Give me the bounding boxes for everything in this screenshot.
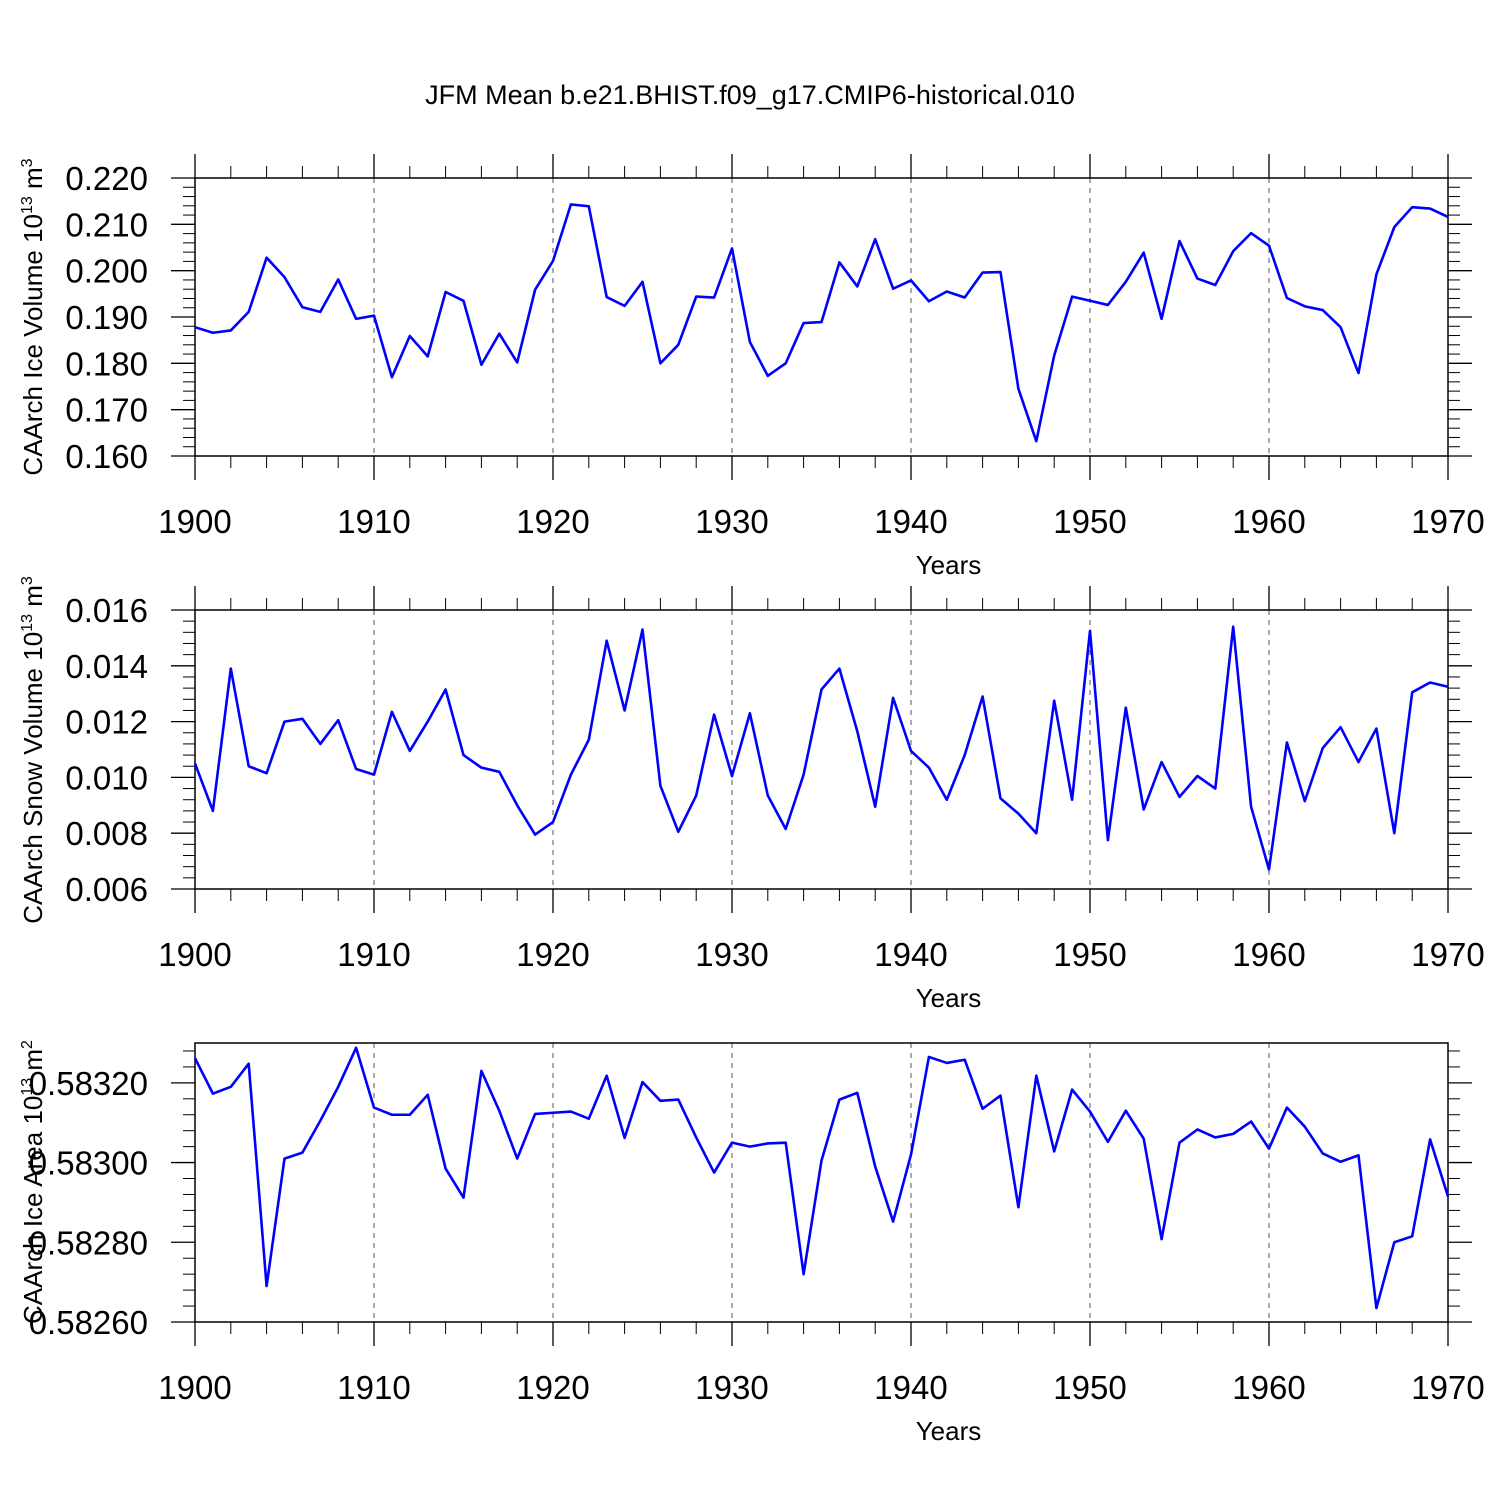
x-tick-label: 1930 xyxy=(695,936,768,973)
y-tick-label: 0.58260 xyxy=(29,1304,148,1341)
y-tick-label: 0.58280 xyxy=(29,1224,148,1261)
y-tick-label: 0.58320 xyxy=(29,1065,148,1102)
x-tick-label: 1930 xyxy=(695,503,768,540)
x-tick-label: 1900 xyxy=(158,936,231,973)
x-tick-label: 1930 xyxy=(695,1369,768,1406)
y-tick-label: 0.008 xyxy=(65,815,148,852)
x-tick-label: 1900 xyxy=(158,1369,231,1406)
y-tick-label: 0.180 xyxy=(65,345,148,382)
y-tick-label: 0.010 xyxy=(65,759,148,796)
x-tick-label: 1910 xyxy=(337,936,410,973)
x-axis-label: Years xyxy=(916,983,982,1013)
panel-3: 1900 1910 1920 1930 1940 1950 1960 1970 Years 0.5… xyxy=(18,1040,1485,1446)
y-tick-label: 0.58300 xyxy=(29,1145,148,1182)
series-line xyxy=(193,625,1449,871)
y-tick-label: 0.014 xyxy=(65,648,148,685)
x-tick-label: 1900 xyxy=(158,503,231,540)
x-tick-label: 1940 xyxy=(874,503,947,540)
x-axis-label: Years xyxy=(916,550,982,580)
series-line xyxy=(193,1046,1450,1310)
x-tick-label: 1920 xyxy=(516,503,589,540)
y-tick-label: 0.190 xyxy=(65,299,148,336)
panels: 1900 1910 1920 1930 1940 1950 1960 1970 Years 0.1… xyxy=(18,154,1485,1446)
plot-frame xyxy=(194,1042,1449,1323)
x-axis-label: Years xyxy=(916,1416,982,1446)
x-tick-label: 1950 xyxy=(1053,503,1126,540)
y-tick-label: 0.012 xyxy=(65,704,148,741)
x-tick-label: 1950 xyxy=(1053,936,1126,973)
x-tick-label: 1970 xyxy=(1411,1369,1484,1406)
y-tick-label: 0.006 xyxy=(65,871,148,908)
y-axis-label: CAArch Ice Area 1013 m2 xyxy=(18,1040,48,1324)
y-tick-label: 0.200 xyxy=(65,253,148,290)
panel-2: 1900 1910 1920 1930 1940 1950 1960 1970 Years 0.0… xyxy=(18,576,1485,1013)
x-tick-label: 1950 xyxy=(1053,1369,1126,1406)
y-tick-label: 0.160 xyxy=(65,438,148,475)
x-tick-label: 1940 xyxy=(874,936,947,973)
x-tick-label: 1940 xyxy=(874,1369,947,1406)
series-line xyxy=(194,203,1449,443)
x-tick-label: 1910 xyxy=(337,503,410,540)
y-tick-label: 0.210 xyxy=(65,206,148,243)
x-tick-label: 1960 xyxy=(1232,1369,1305,1406)
y-tick-label: 0.220 xyxy=(65,160,148,197)
x-tick-label: 1920 xyxy=(516,936,589,973)
x-tick-label: 1920 xyxy=(516,1369,589,1406)
panel-1: 1900 1910 1920 1930 1940 1950 1960 1970 Years 0.1… xyxy=(18,154,1485,580)
chart-title: JFM Mean b.e21.BHIST.f09_g17.CMIP6-histo… xyxy=(425,80,1075,110)
x-tick-label: 1970 xyxy=(1411,936,1484,973)
x-tick-label: 1970 xyxy=(1411,503,1484,540)
x-tick-label: 1960 xyxy=(1232,503,1305,540)
y-axis-label: CAArch Ice Volume 1013 m3 xyxy=(18,158,48,475)
x-tick-label: 1910 xyxy=(337,1369,410,1406)
x-tick-label: 1960 xyxy=(1232,936,1305,973)
y-tick-label: 0.016 xyxy=(65,592,148,629)
y-tick-label: 0.170 xyxy=(65,392,148,429)
plot-frame xyxy=(194,609,1449,890)
y-axis-label: CAArch Snow Volume 1013 m3 xyxy=(18,576,48,924)
